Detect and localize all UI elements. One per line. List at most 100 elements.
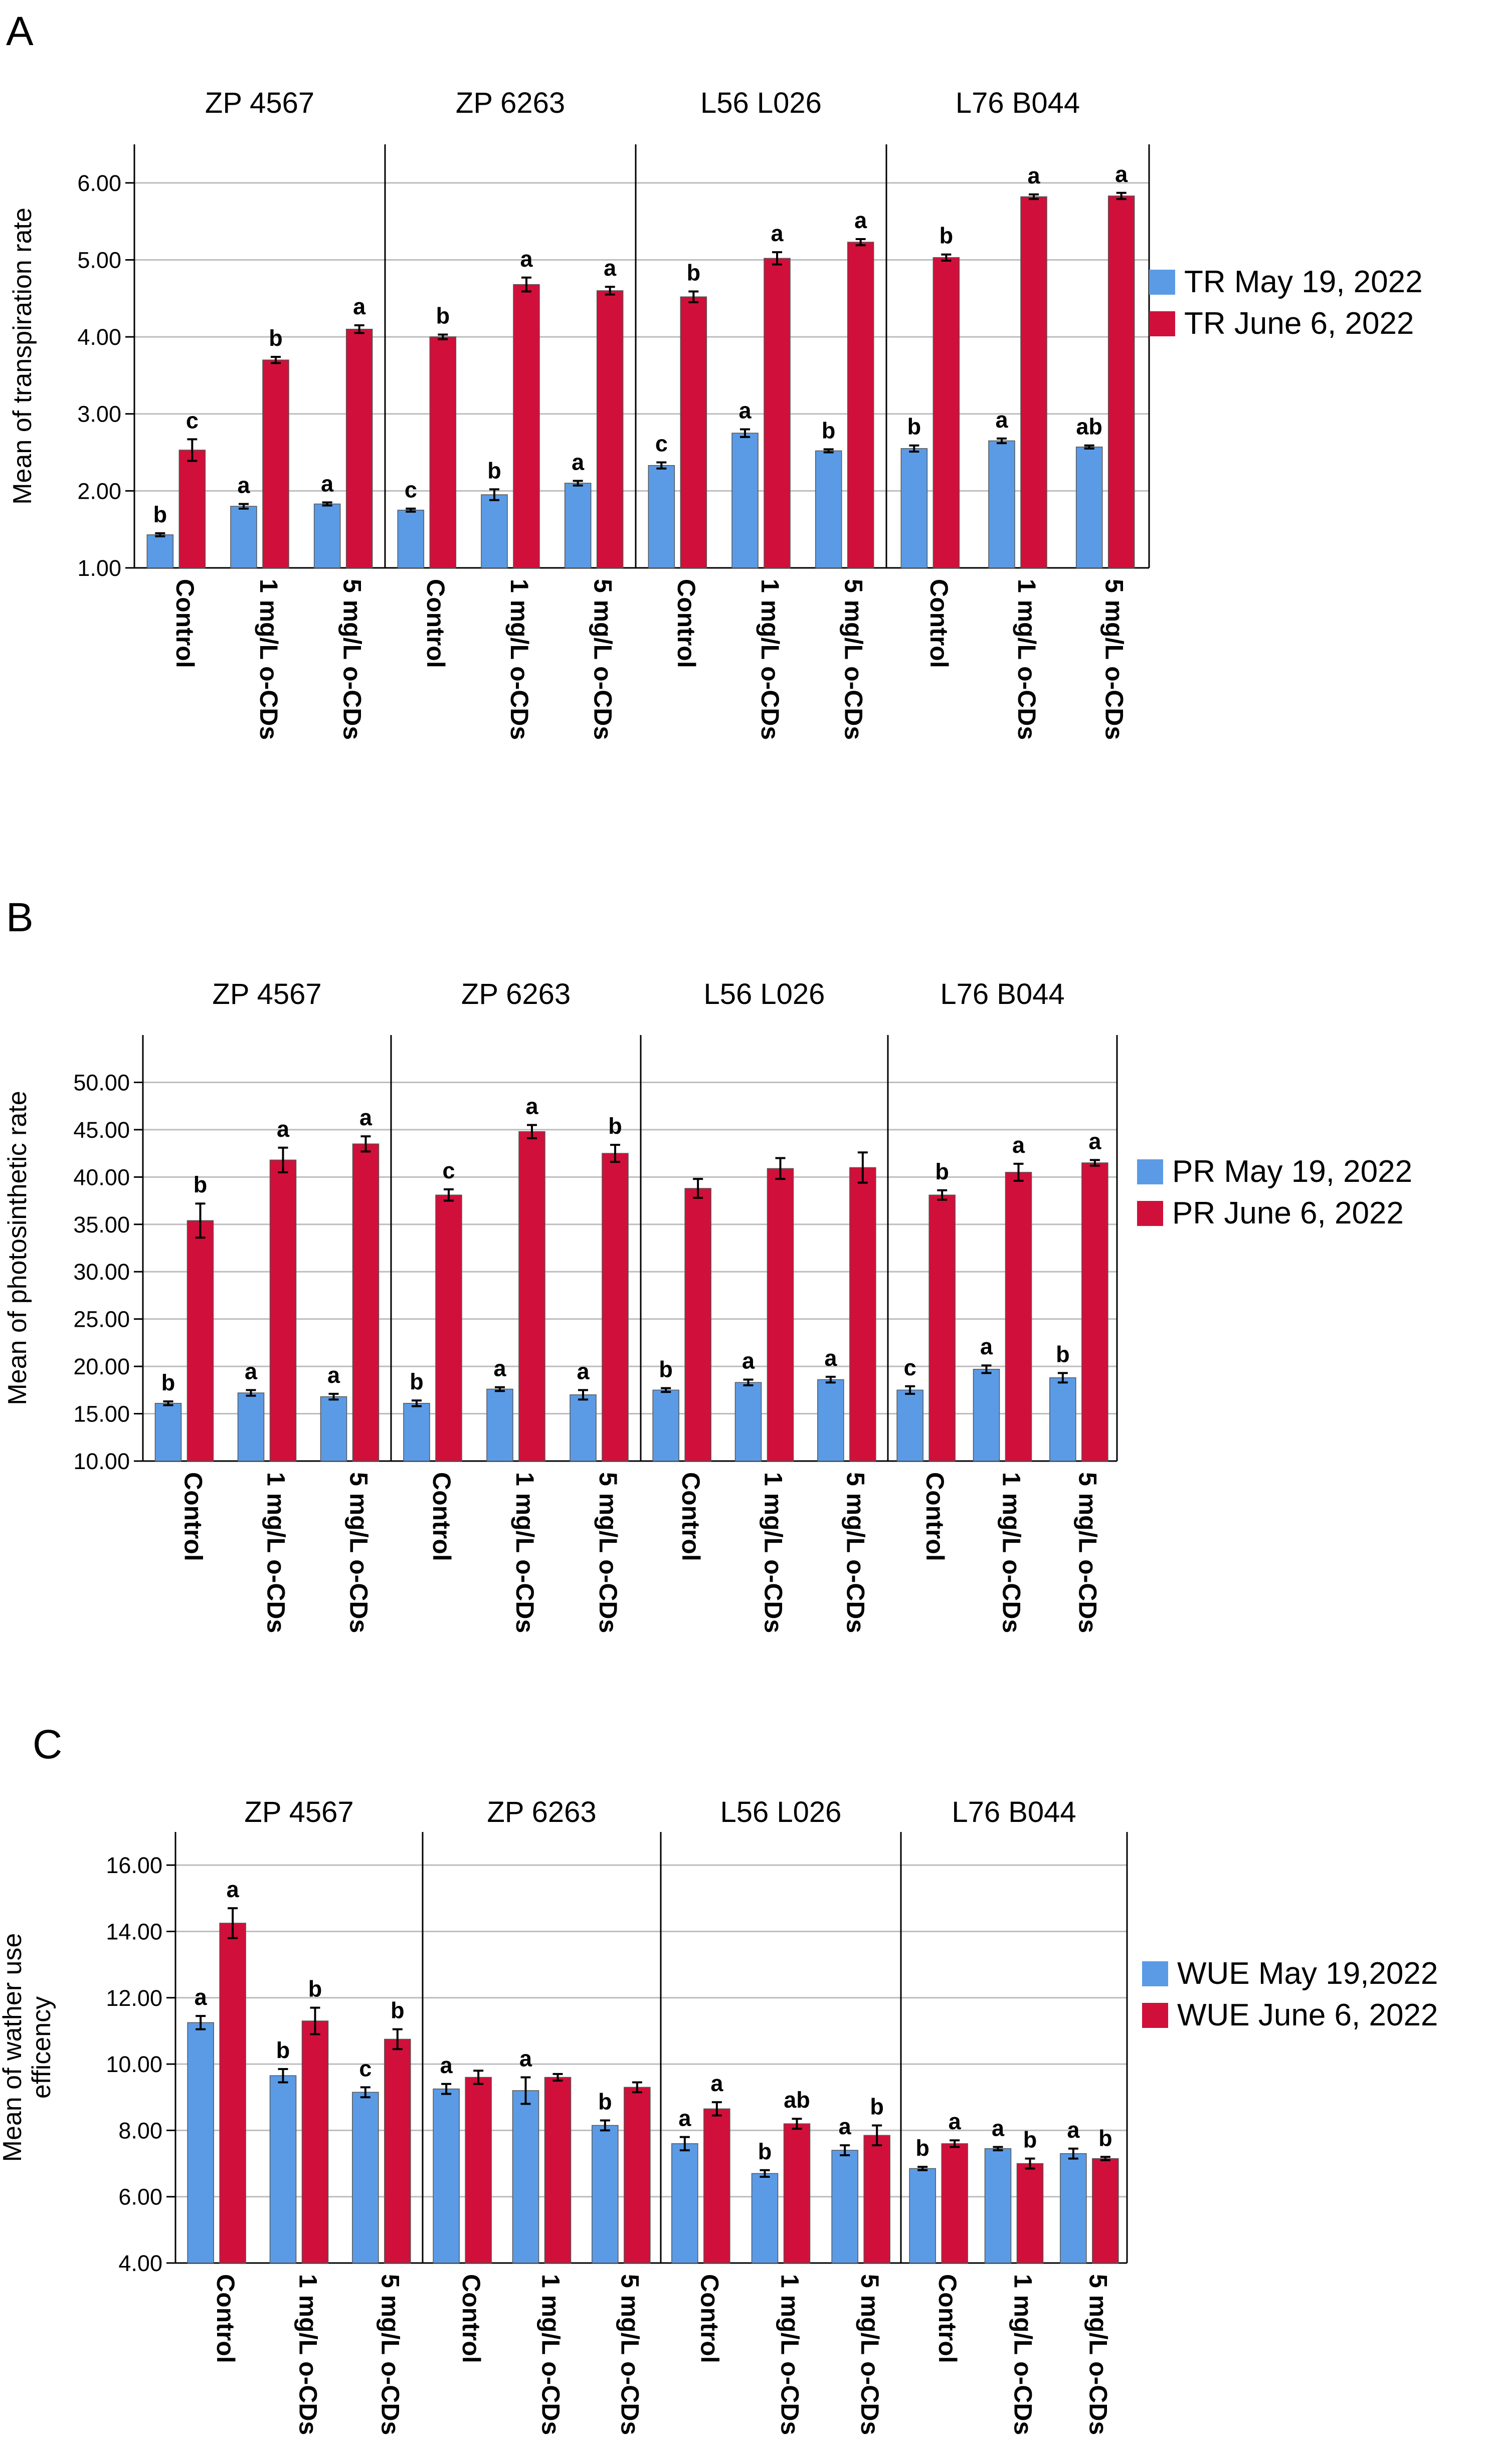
y-tick-label: 25.00: [73, 1307, 130, 1332]
y-tick-label: 10.00: [106, 2051, 162, 2077]
category-cluster: a a 1 mg/L o-CDs: [237, 1116, 297, 1633]
category-cluster: c b 5 mg/L o-CDs: [352, 1998, 411, 2435]
category-cluster: c b Control: [648, 260, 707, 668]
bar-may: [352, 2092, 379, 2264]
category-cluster: b 5 mg/L o-CDs: [592, 2081, 651, 2435]
category-label: 1 mg/L o-CDs: [536, 2274, 565, 2435]
y-tick-label: 2.00: [77, 478, 121, 504]
significance-letter: a: [525, 1093, 538, 1119]
bar-may: [731, 433, 759, 568]
bar-june: [1092, 2158, 1119, 2264]
significance-letter: a: [992, 2115, 1005, 2141]
significance-letter: a: [572, 449, 585, 475]
significance-letter: a: [577, 1358, 590, 1384]
significance-letter: b: [598, 2089, 612, 2115]
significance-letter: a: [277, 1116, 290, 1142]
significance-letter: a: [519, 2046, 532, 2072]
legend-label: PR June 6, 2022: [1172, 1196, 1404, 1230]
significance-letter: a: [321, 471, 334, 496]
category-cluster: b b 1 mg/L o-CDs: [269, 1976, 329, 2435]
bar-may: [988, 440, 1015, 568]
bar-june: [624, 2087, 651, 2264]
bar-may: [900, 448, 928, 568]
significance-letter: a: [1115, 161, 1128, 187]
bar-june: [941, 2143, 968, 2264]
significance-letter: a: [327, 1362, 340, 1388]
significance-letter: b: [659, 1357, 673, 1382]
significance-letter: a: [353, 294, 366, 319]
legend: PR May 19, 2022 PR June 6, 2022: [1137, 1154, 1412, 1230]
category-cluster: a a 5 mg/L o-CDs: [564, 255, 624, 740]
significance-letter: a: [1067, 2117, 1080, 2143]
significance-letter: b: [822, 418, 836, 443]
y-axis-label-line: Mean of wather use: [0, 1933, 27, 2162]
category-label: Control: [428, 1472, 456, 1561]
legend: TR May 19, 2022 TR June 6, 2022: [1149, 265, 1423, 341]
bar-june: [187, 1220, 214, 1462]
category-label: 5 mg/L o-CDs: [1074, 1472, 1102, 1633]
significance-letter: a: [1088, 1128, 1101, 1154]
bar-june: [1005, 1172, 1032, 1462]
bar-may: [1075, 447, 1103, 568]
category-cluster: a Control: [433, 2052, 492, 2363]
category-label: 1 mg/L o-CDs: [776, 2274, 804, 2435]
significance-letter: a: [771, 221, 784, 246]
bar-may: [564, 483, 592, 568]
bar-june: [178, 450, 206, 568]
bar-may: [397, 510, 425, 568]
bar-june: [1107, 195, 1135, 568]
significance-letter: a: [678, 2106, 691, 2131]
category-label: Control: [677, 1472, 705, 1561]
significance-letter: b: [1056, 1341, 1070, 1367]
bar-june: [352, 1143, 380, 1462]
category-label: 1 mg/L o-CDs: [505, 579, 533, 740]
category-cluster: ba Control: [909, 2109, 968, 2363]
bar-june: [1020, 196, 1047, 568]
group-zp-6263: ZP 6263 b c Control a a 1 mg/L o-CDs a b 5 mg/L o…: [403, 978, 629, 1633]
significance-letter: c: [442, 1158, 455, 1183]
significance-letter: a: [824, 1345, 837, 1371]
significance-letter: c: [655, 431, 668, 457]
bar-june: [345, 328, 373, 568]
legend-label: WUE June 6, 2022: [1177, 1998, 1438, 2032]
significance-letter: ab: [784, 2087, 810, 2113]
bar-may: [320, 1396, 347, 1462]
category-cluster: b a 5 mg/L o-CDs: [1049, 1128, 1108, 1633]
bar-may: [481, 494, 508, 568]
bar-june: [429, 336, 457, 568]
category-label: Control: [179, 1472, 207, 1561]
bar-june: [703, 2108, 730, 2264]
significance-letter: b: [940, 223, 954, 249]
legend-swatch: [1137, 1201, 1163, 1226]
y-tick-label: 1.00: [77, 555, 121, 581]
significance-letter: a: [738, 397, 752, 423]
panel-b: B 10.00 15.00 20.00 25.00 30.00 35.00 40.00 45.0…: [3, 895, 1412, 1633]
y-tick-label: 4.00: [118, 2250, 162, 2276]
category-cluster: b ab 1 mg/L o-CDs: [751, 2087, 811, 2435]
significance-letter: a: [839, 2114, 852, 2139]
category-label: 1 mg/L o-CDs: [1009, 2274, 1037, 2435]
bar-may: [973, 1369, 1000, 1462]
legend-swatch: [1149, 311, 1175, 336]
bar-june: [544, 2077, 572, 2264]
category-label: 5 mg/L o-CDs: [839, 579, 867, 740]
category-label: Control: [934, 2274, 962, 2363]
bar-june: [764, 258, 791, 568]
category-cluster: ab5 mg/L o-CDs: [570, 1113, 629, 1633]
bar-may: [734, 1382, 762, 1462]
y-tick-label: 4.00: [77, 324, 121, 350]
significance-letter: c: [359, 2056, 371, 2081]
bar-may: [570, 1394, 597, 1462]
significance-letter: b: [907, 414, 921, 440]
category-cluster: b c Control: [146, 407, 206, 668]
significance-letter: c: [405, 477, 417, 503]
group-zp-4567: ZP 4567 b b Control a a 1 mg/L o-CDs a a 5 mg/L o…: [154, 978, 380, 1633]
group-title: L56 L026: [704, 978, 825, 1010]
bar-may: [237, 1392, 265, 1462]
group-title: L56 L026: [700, 87, 822, 119]
significance-letter: b: [436, 303, 450, 328]
y-tick-label: 20.00: [73, 1354, 130, 1379]
